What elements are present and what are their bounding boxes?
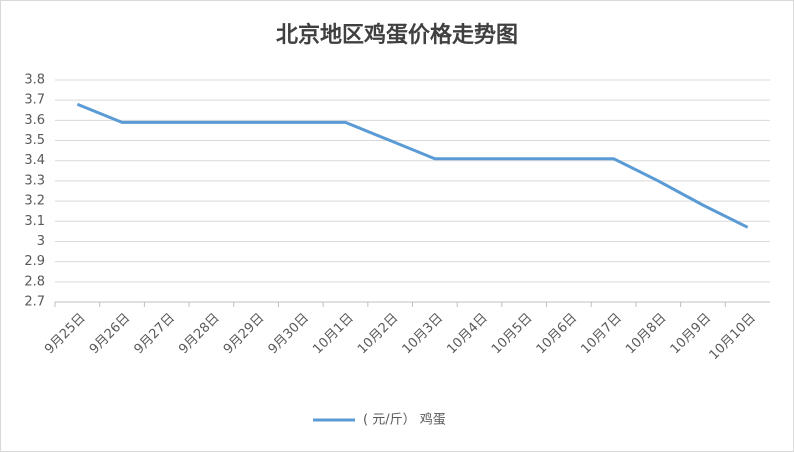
y-tick-label: 2.8 xyxy=(24,274,45,289)
y-tick-label: 3.4 xyxy=(24,153,45,168)
y-tick-label: 3.3 xyxy=(24,173,45,188)
series-line xyxy=(76,102,749,229)
y-tick-label: 2.7 xyxy=(24,295,45,310)
y-tick-label: 3.1 xyxy=(24,214,45,229)
chart-title: 北京地区鸡蛋价格走势图 xyxy=(276,22,518,48)
y-tick-label: 3.8 xyxy=(24,73,45,88)
legend-label: ( 元/斤） 鸡蛋 xyxy=(363,412,446,428)
y-tick-label: 3 xyxy=(37,234,45,249)
y-tick-label: 3.6 xyxy=(24,113,45,128)
y-tick-label: 3.7 xyxy=(24,93,45,108)
y-tick-label: 2.9 xyxy=(24,254,45,269)
y-tick-label: 3.2 xyxy=(24,194,45,209)
y-tick-label: 3.5 xyxy=(24,133,45,148)
